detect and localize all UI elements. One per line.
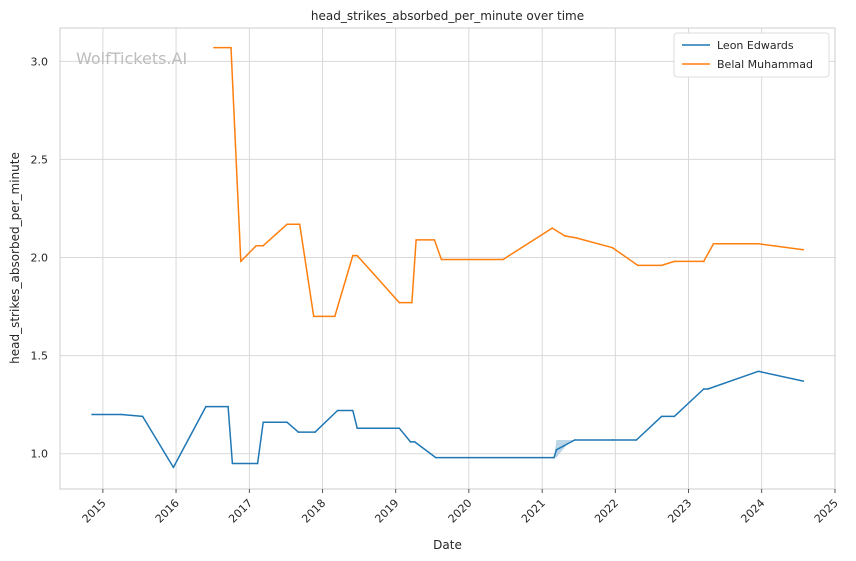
data-point-leon-edwards — [120, 413, 123, 416]
data-point-leon-edwards — [286, 421, 288, 424]
data-point-leon-edwards — [398, 427, 401, 429]
data-point-leon-edwards — [757, 370, 760, 373]
data-point-leon-edwards — [555, 448, 558, 451]
y-tick-label: 2.5 — [31, 153, 49, 166]
data-point-belal-muhammad — [312, 315, 315, 318]
data-point-leon-edwards — [660, 415, 663, 418]
y-tick-label: 1.0 — [31, 448, 49, 461]
data-point-belal-muhammad — [352, 254, 354, 257]
y-tick-label: 2.0 — [31, 252, 49, 265]
series-layer — [91, 46, 805, 469]
data-point-belal-muhammad — [660, 264, 663, 267]
data-point-belal-muhammad — [262, 244, 265, 247]
x-tick-label: 2021 — [519, 497, 548, 526]
data-point-belal-muhammad — [433, 239, 436, 241]
x-axis-label: Date — [433, 538, 462, 552]
data-point-leon-edwards — [702, 388, 705, 390]
data-point-belal-muhammad — [356, 254, 359, 257]
data-point-leon-edwards — [227, 405, 229, 408]
data-point-belal-muhammad — [411, 301, 413, 304]
data-point-belal-muhammad — [333, 315, 336, 318]
x-tick-label: 2015 — [80, 497, 109, 526]
data-point-belal-muhammad — [636, 264, 639, 267]
data-point-leon-edwards — [352, 409, 354, 412]
data-point-belal-muhammad — [255, 244, 258, 247]
data-point-leon-edwards — [573, 439, 576, 441]
data-point-leon-edwards — [172, 466, 175, 469]
data-point-leon-edwards — [409, 441, 412, 443]
data-point-leon-edwards — [205, 405, 207, 408]
data-point-leon-edwards — [231, 462, 234, 465]
data-point-belal-muhammad — [502, 258, 504, 261]
x-tick-label: 2020 — [446, 497, 475, 526]
data-point-leon-edwards — [314, 431, 316, 433]
data-point-belal-muhammad — [757, 242, 760, 245]
data-point-belal-muhammad — [712, 242, 715, 245]
legend-box — [673, 32, 830, 78]
data-point-leon-edwards — [635, 439, 638, 441]
data-point-leon-edwards — [434, 456, 437, 459]
x-tick-label: 2025 — [812, 497, 841, 526]
x-tick-label: 2023 — [665, 497, 694, 526]
confidence-band-layer — [554, 440, 575, 458]
data-point-leon-edwards — [707, 388, 709, 390]
y-tick-label: 3.0 — [31, 55, 49, 68]
data-point-belal-muhammad — [673, 260, 676, 263]
series-line-leon-edwards — [92, 370, 804, 469]
data-point-belal-muhammad — [702, 260, 705, 263]
data-point-belal-muhammad — [239, 260, 242, 263]
data-point-belal-muhammad — [575, 237, 577, 239]
x-tick-label: 2016 — [153, 497, 182, 526]
data-point-leon-edwards — [413, 441, 416, 443]
data-point-leon-edwards — [673, 415, 676, 418]
x-tick-label: 2024 — [738, 497, 767, 526]
watermark: WolfTickets.AI — [76, 49, 187, 68]
data-point-belal-muhammad — [551, 227, 554, 229]
x-tick-label: 2022 — [592, 497, 621, 526]
data-point-belal-muhammad — [298, 223, 301, 225]
data-point-belal-muhammad — [398, 301, 401, 304]
data-point-belal-muhammad — [415, 239, 417, 241]
data-point-leon-edwards — [356, 427, 359, 429]
confidence-band-leon-edwards — [554, 440, 575, 458]
y-tick-label: 1.5 — [31, 350, 49, 363]
y-axis-ticks: 1.0 1.5 2.0 2.5 3.0 — [31, 55, 49, 460]
data-point-belal-muhammad — [564, 235, 566, 237]
data-point-belal-muhammad — [213, 46, 215, 49]
data-point-belal-muhammad — [802, 248, 805, 251]
x-axis-ticks: 2015 2016 2017 2018 2019 2020 2021 2022 2023 2024… — [80, 489, 841, 526]
data-point-belal-muhammad — [611, 246, 614, 249]
x-tick-label: 2018 — [299, 497, 328, 526]
data-point-leon-edwards — [336, 409, 339, 412]
data-point-leon-edwards — [256, 462, 259, 465]
data-point-leon-edwards — [141, 415, 144, 418]
data-point-leon-edwards — [91, 413, 93, 416]
legend-label-belal-muhammad: Belal Muhammad — [717, 58, 813, 71]
data-point-belal-muhammad — [230, 46, 232, 49]
x-tick-label: 2019 — [372, 497, 401, 526]
data-point-leon-edwards — [297, 431, 300, 433]
data-point-leon-edwards — [553, 456, 555, 459]
legend: Leon Edwards Belal Muhammad — [673, 32, 830, 78]
data-point-leon-edwards — [802, 380, 805, 382]
series-line-belal-muhammad — [213, 46, 804, 318]
y-axis-label: head_strikes_absorbed_per_minute — [8, 152, 22, 364]
plot-frame — [59, 27, 836, 490]
data-point-belal-muhammad — [440, 258, 443, 261]
legend-label-leon-edwards: Leon Edwards — [717, 39, 794, 52]
x-tick-label: 2017 — [226, 497, 255, 526]
data-point-leon-edwards — [611, 439, 614, 441]
chart-title: head_strikes_absorbed_per_minute over ti… — [311, 9, 584, 23]
data-point-belal-muhammad — [286, 223, 288, 225]
data-point-leon-edwards — [262, 421, 265, 424]
